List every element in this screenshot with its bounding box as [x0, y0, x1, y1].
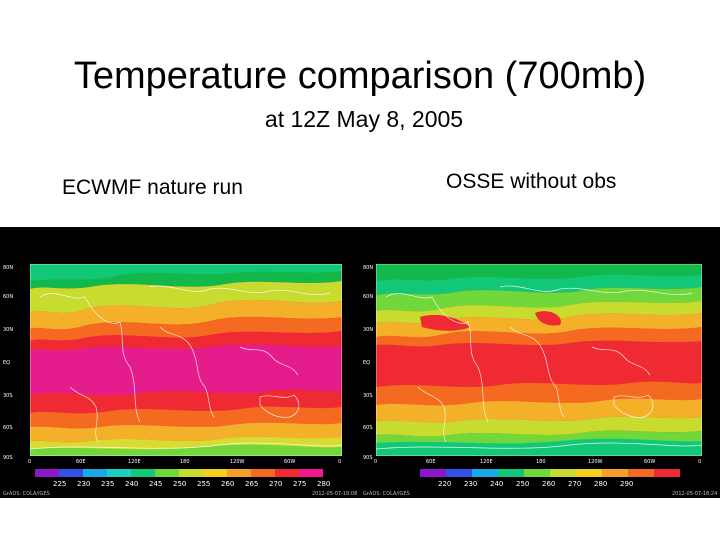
colorbar-value: 225: [53, 480, 66, 488]
left-panel-label: ECWMF nature run: [62, 176, 243, 199]
osse-figure: 80N 60N 30N EQ 30S 60S 90S 0 60E 120E 18…: [363, 264, 717, 497]
lat-tick-60n: 60N: [363, 294, 373, 300]
colorbar-swatch: [446, 469, 472, 477]
lon-tick-120w: 120W: [230, 459, 245, 465]
colorbar-swatch: [35, 469, 59, 477]
colorbar-value: 235: [101, 480, 114, 488]
lon-tick-180: 180: [180, 459, 190, 465]
colorbar-swatch: [420, 469, 446, 477]
footer-left: GrADS: COLA/IGES: [363, 491, 410, 497]
colorbar-value: 290: [620, 480, 633, 488]
lon-tick-0-end: 0: [338, 459, 341, 465]
colorbar-swatch: [131, 469, 155, 477]
colorbar-swatch: [498, 469, 524, 477]
lon-tick-120e: 120E: [480, 459, 493, 465]
colorbar-swatch: [179, 469, 203, 477]
colorbar-value: 270: [269, 480, 282, 488]
lon-tick-60w: 60W: [644, 459, 655, 465]
lon-tick-120e: 120E: [128, 459, 141, 465]
colorbar-swatch: [275, 469, 299, 477]
colorbar-swatch: [654, 469, 680, 477]
colorbar-value: 220: [438, 480, 451, 488]
slide-subtitle: at 12Z May 8, 2005: [264, 106, 464, 132]
colorbar-swatch: [550, 469, 576, 477]
slide-title: Temperature comparison (700mb): [73, 55, 647, 97]
colorbar-value: 240: [490, 480, 503, 488]
lat-tick-60s: 60S: [363, 425, 373, 431]
colorbar-swatch: [83, 469, 107, 477]
osse-colorbar: 220 230 240 250 260 270 280 290: [420, 469, 680, 488]
colorbar-value: 255: [197, 480, 210, 488]
colorbar-value: 270: [568, 480, 581, 488]
lon-tick-120w: 120W: [588, 459, 603, 465]
osse-temperature-field: [376, 264, 702, 456]
colorbar-value: 260: [542, 480, 555, 488]
colorbar-value: 260: [221, 480, 234, 488]
lat-tick-eq: EQ: [363, 360, 370, 366]
lon-tick-0: 0: [374, 459, 377, 465]
lon-tick-0-end: 0: [698, 459, 701, 465]
lon-tick-0: 0: [28, 459, 31, 465]
osse-panel: 80N 60N 30N EQ 30S 60S 90S 0 60E 120E 18…: [360, 227, 720, 498]
nature-run-figure: 80N 60N 30N EQ 30S 60S 90S 0 60E 120E 18…: [3, 264, 357, 497]
colorbar-value: 245: [149, 480, 162, 488]
colorbar-swatch: [628, 469, 654, 477]
colorbar-swatch: [524, 469, 550, 477]
footer-right: 2012-05-07-18:08: [312, 491, 357, 497]
lon-tick-60e: 60E: [426, 459, 436, 465]
colorbar-value: 280: [317, 480, 330, 488]
lat-tick-80n: 80N: [3, 265, 13, 271]
colorbar-swatch: [155, 469, 179, 477]
lat-tick-30n: 30N: [363, 327, 373, 333]
colorbar-value: 230: [464, 480, 477, 488]
lon-tick-60e: 60E: [76, 459, 86, 465]
right-panel-label: OSSE without obs: [446, 170, 617, 193]
colorbar-swatch: [59, 469, 83, 477]
colorbar-value: 265: [245, 480, 258, 488]
colorbar-value: 250: [516, 480, 529, 488]
colorbar-value: 230: [77, 480, 90, 488]
lat-tick-90s: 90S: [363, 455, 373, 461]
colorbar-swatch: [602, 469, 628, 477]
colorbar-value: 275: [293, 480, 306, 488]
lon-tick-180: 180: [536, 459, 546, 465]
nature-run-panel: 80N 60N 30N EQ 30S 60S 90S 0 60E 120E 18…: [0, 227, 360, 498]
colorbar-swatch: [227, 469, 251, 477]
colorbar-swatch: [203, 469, 227, 477]
lon-tick-60w: 60W: [284, 459, 295, 465]
colorbar-swatch: [576, 469, 602, 477]
lat-tick-60n: 60N: [3, 294, 13, 300]
lat-tick-90s: 90S: [3, 455, 13, 461]
colorbar-swatch: [299, 469, 323, 477]
lat-tick-60s: 60S: [3, 425, 13, 431]
lat-tick-30s: 30S: [3, 393, 13, 399]
colorbar-swatch: [251, 469, 275, 477]
colorbar-value: 250: [173, 480, 186, 488]
lat-tick-30s: 30S: [363, 393, 373, 399]
colorbar-swatch: [472, 469, 498, 477]
footer-left: GrADS: COLA/IGES: [3, 491, 50, 497]
nature-run-colorbar: 225 230 235 240 245 250 255 260 265 270 …: [35, 469, 330, 488]
nature-run-temperature-field: [30, 264, 342, 456]
colorbar-value: 280: [594, 480, 607, 488]
lat-tick-eq: EQ: [3, 360, 10, 366]
colorbar-value: 240: [125, 480, 138, 488]
lat-tick-30n: 30N: [3, 327, 13, 333]
lat-tick-80n: 80N: [363, 265, 373, 271]
colorbar-swatch: [107, 469, 131, 477]
footer-right: 2012-05-07-18:24: [672, 491, 717, 497]
